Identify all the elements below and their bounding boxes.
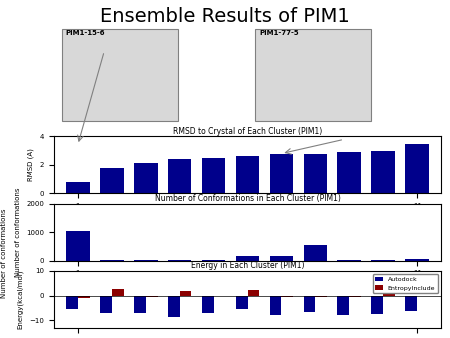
Y-axis label: Energy(kcal/mol): Energy(kcal/mol) xyxy=(18,270,24,329)
Title: RMSD to Crystal of Each Cluster (PIM1): RMSD to Crystal of Each Cluster (PIM1) xyxy=(173,127,322,136)
Bar xyxy=(303,245,327,261)
Bar xyxy=(134,260,158,261)
Bar xyxy=(303,296,315,312)
Bar xyxy=(100,260,124,261)
Bar xyxy=(270,256,293,261)
Bar xyxy=(168,260,192,261)
Bar xyxy=(281,296,293,297)
Bar xyxy=(338,260,361,261)
Bar xyxy=(303,153,327,193)
Bar xyxy=(371,260,395,261)
Title: Energy in Each Cluster (PIM1): Energy in Each Cluster (PIM1) xyxy=(191,261,304,270)
Bar xyxy=(349,296,361,297)
Y-axis label: Number of conformations: Number of conformations xyxy=(15,187,21,277)
Bar xyxy=(168,159,192,193)
FancyBboxPatch shape xyxy=(62,29,178,121)
Bar xyxy=(236,296,248,309)
Bar xyxy=(405,259,429,261)
Text: PIM1-77-5: PIM1-77-5 xyxy=(259,30,299,36)
X-axis label: Cluster ID: Cluster ID xyxy=(229,215,266,224)
Bar xyxy=(134,163,158,193)
Title: Number of Conformations in Each Cluster (PIM1): Number of Conformations in Each Cluster … xyxy=(154,194,341,203)
Bar xyxy=(236,156,259,193)
X-axis label: Cluster ID: Cluster ID xyxy=(229,282,266,291)
Bar xyxy=(78,296,90,298)
Bar xyxy=(100,296,112,313)
Text: Ensemble Results of PIM1: Ensemble Results of PIM1 xyxy=(100,7,350,26)
Bar xyxy=(168,296,180,317)
FancyBboxPatch shape xyxy=(255,29,371,121)
Bar xyxy=(202,296,214,313)
Bar xyxy=(371,296,383,314)
Bar xyxy=(236,256,259,261)
Bar xyxy=(383,292,395,296)
Text: Number of conformations: Number of conformations xyxy=(1,209,8,298)
Bar xyxy=(180,291,192,296)
Bar xyxy=(270,296,281,315)
Bar xyxy=(338,296,349,315)
Bar xyxy=(66,296,78,309)
Bar xyxy=(371,151,395,193)
Bar xyxy=(146,296,158,297)
Y-axis label: RMSD (A): RMSD (A) xyxy=(28,148,34,182)
Bar xyxy=(202,158,225,193)
Text: PIM1-15-6: PIM1-15-6 xyxy=(66,30,105,36)
Bar xyxy=(202,260,225,261)
Bar xyxy=(338,152,361,193)
Bar xyxy=(270,154,293,193)
Legend: Autodock, EntropyInclude: Autodock, EntropyInclude xyxy=(373,274,438,293)
Bar xyxy=(134,296,146,313)
Bar xyxy=(405,296,417,311)
Bar xyxy=(248,290,259,296)
Bar xyxy=(66,231,90,261)
Bar xyxy=(66,182,90,193)
Bar xyxy=(112,289,124,296)
Bar xyxy=(405,144,429,193)
Bar xyxy=(100,168,124,193)
Bar xyxy=(315,296,327,297)
